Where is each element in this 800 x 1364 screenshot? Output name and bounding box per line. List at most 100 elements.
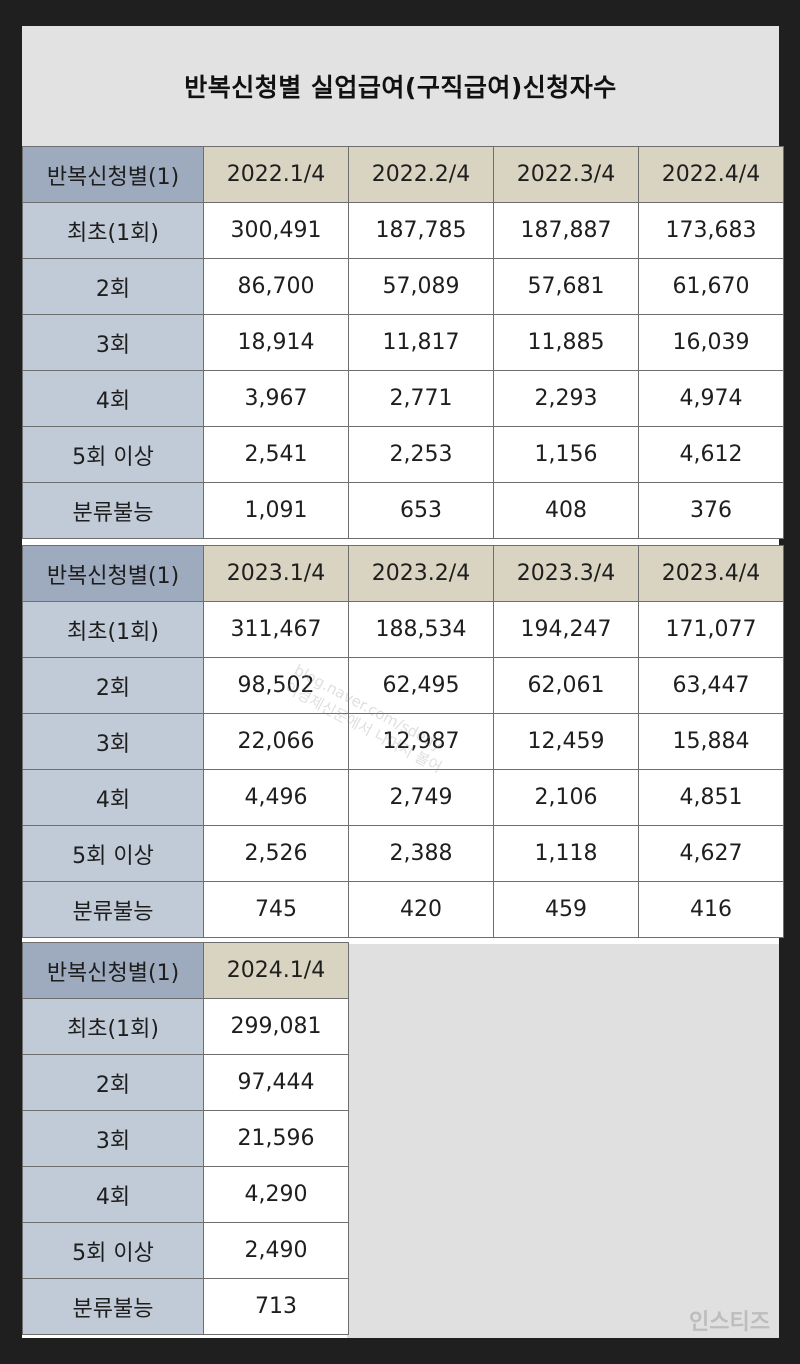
row-label: 최초(1회)	[22, 601, 204, 658]
table-cell: 4,627	[638, 825, 784, 882]
row-label: 4회	[22, 769, 204, 826]
table-row: 분류불능 713	[22, 1278, 349, 1335]
table-cell: 97,444	[203, 1054, 349, 1111]
corner-label: 반복신청별(1)	[22, 545, 204, 602]
table-cell: 62,495	[348, 657, 494, 714]
table-row: 최초(1회) 299,081	[22, 998, 349, 1055]
table-cell: 1,118	[493, 825, 639, 882]
page-title: 반복신청별 실업급여(구직급여)신청자수	[184, 73, 617, 102]
table-block-2022: 반복신청별(1) 2022.1/4 2022.2/4 2022.3/4 2022…	[22, 146, 784, 539]
row-label: 2회	[22, 258, 204, 315]
row-label: 5회 이상	[22, 426, 204, 483]
table-cell: 2,388	[348, 825, 494, 882]
table-cell: 187,785	[348, 202, 494, 259]
table-row: 5회 이상 2,541 2,253 1,156 4,612	[22, 426, 784, 483]
table-cell: 173,683	[638, 202, 784, 259]
table-cell: 62,061	[493, 657, 639, 714]
table-row: 4회 3,967 2,771 2,293 4,974	[22, 370, 784, 427]
corner-label: 반복신청별(1)	[22, 942, 204, 999]
table-cell: 311,467	[203, 601, 349, 658]
period-header: 2022.4/4	[638, 146, 784, 203]
table-cell: 2,490	[203, 1222, 349, 1279]
table-cell: 21,596	[203, 1110, 349, 1167]
table-cell: 171,077	[638, 601, 784, 658]
table-cell: 416	[638, 881, 784, 938]
table-cell: 4,612	[638, 426, 784, 483]
table-cell: 300,491	[203, 202, 349, 259]
table-row: 3회 18,914 11,817 11,885 16,039	[22, 314, 784, 371]
table-cell: 2,526	[203, 825, 349, 882]
header-row: 반복신청별(1) 2024.1/4	[22, 942, 349, 999]
table-cell: 12,987	[348, 713, 494, 770]
row-label: 분류불능	[22, 482, 204, 539]
table-cell: 745	[203, 881, 349, 938]
header-row: 반복신청별(1) 2023.1/4 2023.2/4 2023.3/4 2023…	[22, 545, 784, 602]
table-block-2024: 반복신청별(1) 2024.1/4 최초(1회) 299,081 2회 97,4…	[22, 942, 349, 1335]
table-row: 분류불능 745 420 459 416	[22, 881, 784, 938]
period-header: 2022.1/4	[203, 146, 349, 203]
table-cell: 2,541	[203, 426, 349, 483]
table-cell: 63,447	[638, 657, 784, 714]
row-label: 3회	[22, 713, 204, 770]
period-header: 2023.4/4	[638, 545, 784, 602]
site-logo: 인스티즈	[689, 1310, 770, 1335]
period-header: 2023.3/4	[493, 545, 639, 602]
table-cell: 2,253	[348, 426, 494, 483]
table-cell: 408	[493, 482, 639, 539]
table-row: 최초(1회) 311,467 188,534 194,247 171,077	[22, 601, 784, 658]
table-cell: 57,681	[493, 258, 639, 315]
table-cell: 188,534	[348, 601, 494, 658]
table-cell: 4,290	[203, 1166, 349, 1223]
table-cell: 1,156	[493, 426, 639, 483]
table-cell: 1,091	[203, 482, 349, 539]
table-cell: 2,106	[493, 769, 639, 826]
table-cell: 11,817	[348, 314, 494, 371]
table-cell: 4,974	[638, 370, 784, 427]
row-label: 5회 이상	[22, 825, 204, 882]
table-cell: 61,670	[638, 258, 784, 315]
header-row: 반복신청별(1) 2022.1/4 2022.2/4 2022.3/4 2022…	[22, 146, 784, 203]
table-cell: 3,967	[203, 370, 349, 427]
table-row: 5회 이상 2,490	[22, 1222, 349, 1279]
table-row: 2회 86,700 57,089 57,681 61,670	[22, 258, 784, 315]
table-cell: 22,066	[203, 713, 349, 770]
title-bar: 반복신청별 실업급여(구직급여)신청자수	[22, 26, 779, 146]
table-row: 3회 21,596	[22, 1110, 349, 1167]
table-cell: 2,749	[348, 769, 494, 826]
table-row: 최초(1회) 300,491 187,785 187,887 173,683	[22, 202, 784, 259]
table-cell: 18,914	[203, 314, 349, 371]
row-label: 4회	[22, 1166, 204, 1223]
table-cell: 2,771	[348, 370, 494, 427]
empty-area	[347, 944, 779, 1338]
table-cell: 187,887	[493, 202, 639, 259]
row-label: 2회	[22, 657, 204, 714]
table-cell: 12,459	[493, 713, 639, 770]
table-row: 5회 이상 2,526 2,388 1,118 4,627	[22, 825, 784, 882]
table-cell: 713	[203, 1278, 349, 1335]
corner-label: 반복신청별(1)	[22, 146, 204, 203]
table-cell: 459	[493, 881, 639, 938]
table-cell: 4,496	[203, 769, 349, 826]
row-label: 분류불능	[22, 1278, 204, 1335]
table-cell: 86,700	[203, 258, 349, 315]
table-cell: 15,884	[638, 713, 784, 770]
table-row: 2회 98,502 62,495 62,061 63,447	[22, 657, 784, 714]
period-header: 2022.2/4	[348, 146, 494, 203]
table-cell: 98,502	[203, 657, 349, 714]
table-cell: 653	[348, 482, 494, 539]
table-row: 3회 22,066 12,987 12,459 15,884	[22, 713, 784, 770]
table-block-2023: 반복신청별(1) 2023.1/4 2023.2/4 2023.3/4 2023…	[22, 545, 784, 938]
row-label: 3회	[22, 314, 204, 371]
table-cell: 194,247	[493, 601, 639, 658]
period-header: 2022.3/4	[493, 146, 639, 203]
table-cell: 299,081	[203, 998, 349, 1055]
table-cell: 16,039	[638, 314, 784, 371]
table-row: 4회 4,290	[22, 1166, 349, 1223]
table-cell: 420	[348, 881, 494, 938]
table-cell: 2,293	[493, 370, 639, 427]
table-cell: 11,885	[493, 314, 639, 371]
row-label: 최초(1회)	[22, 202, 204, 259]
period-header: 2024.1/4	[203, 942, 349, 999]
table-cell: 4,851	[638, 769, 784, 826]
table-cell: 376	[638, 482, 784, 539]
